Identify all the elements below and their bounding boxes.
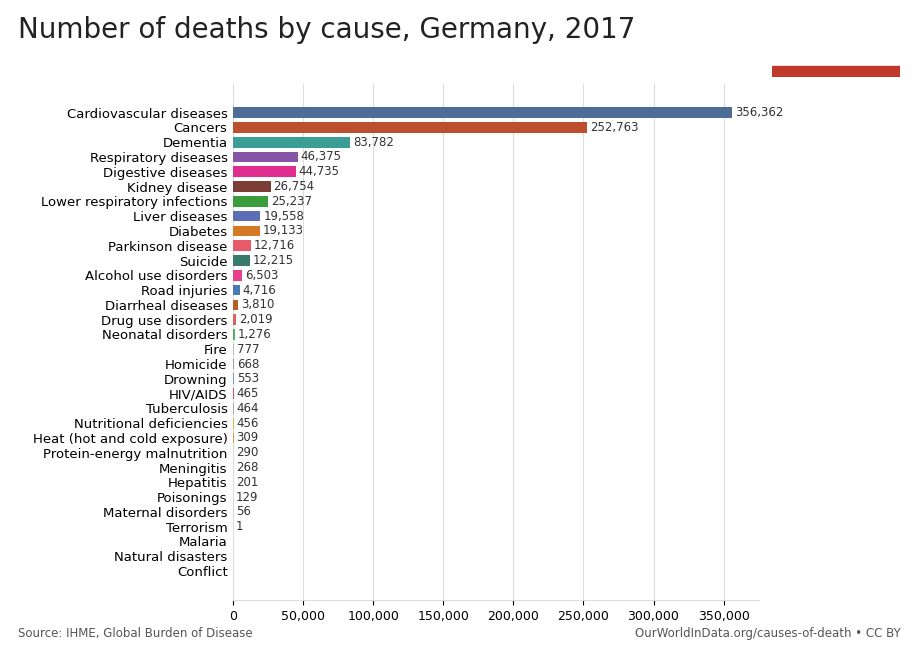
Text: 26,754: 26,754 <box>273 180 314 193</box>
Bar <box>233 314 236 325</box>
Text: Our World: Our World <box>801 25 872 37</box>
Text: 553: 553 <box>237 372 259 385</box>
Text: 252,763: 252,763 <box>590 121 639 134</box>
Bar <box>233 166 296 177</box>
Text: 25,237: 25,237 <box>271 195 313 208</box>
Text: 2,019: 2,019 <box>239 313 272 326</box>
Text: 356,362: 356,362 <box>735 106 783 119</box>
Text: 456: 456 <box>237 417 259 430</box>
Text: 464: 464 <box>237 402 259 415</box>
Text: 268: 268 <box>236 461 259 474</box>
Text: 290: 290 <box>237 446 259 459</box>
Text: 19,558: 19,558 <box>263 210 304 223</box>
Text: 777: 777 <box>237 342 260 356</box>
Text: 201: 201 <box>236 476 259 489</box>
Bar <box>233 344 234 355</box>
Bar <box>233 255 250 266</box>
Bar <box>233 137 350 148</box>
Text: 1: 1 <box>236 521 243 533</box>
Bar <box>233 270 242 281</box>
Text: 4,716: 4,716 <box>242 284 276 297</box>
FancyBboxPatch shape <box>772 66 900 77</box>
Text: 668: 668 <box>237 357 260 370</box>
Bar <box>233 122 588 133</box>
Bar <box>233 284 239 295</box>
Bar <box>233 299 239 310</box>
Bar <box>233 241 250 251</box>
Text: 46,375: 46,375 <box>301 150 342 163</box>
Bar <box>233 196 269 206</box>
Bar <box>233 181 271 192</box>
Bar <box>233 359 234 370</box>
Text: Source: IHME, Global Burden of Disease: Source: IHME, Global Burden of Disease <box>18 627 253 640</box>
Bar <box>233 152 298 163</box>
Text: 56: 56 <box>236 506 250 519</box>
Bar <box>233 329 235 340</box>
Text: 19,133: 19,133 <box>262 224 303 237</box>
Text: 6,503: 6,503 <box>245 269 279 282</box>
Text: 83,782: 83,782 <box>354 135 394 149</box>
Text: 309: 309 <box>237 432 259 444</box>
Text: 44,735: 44,735 <box>299 165 340 178</box>
Text: 465: 465 <box>237 387 259 400</box>
Text: 12,716: 12,716 <box>254 239 295 252</box>
Text: 1,276: 1,276 <box>238 328 271 341</box>
Text: 3,810: 3,810 <box>241 299 274 312</box>
Bar <box>233 211 260 221</box>
Text: Number of deaths by cause, Germany, 2017: Number of deaths by cause, Germany, 2017 <box>18 16 635 44</box>
Text: OurWorldInData.org/causes-of-death • CC BY: OurWorldInData.org/causes-of-death • CC … <box>634 627 900 640</box>
Text: 129: 129 <box>236 491 259 504</box>
Text: in Data: in Data <box>811 44 862 57</box>
Bar <box>233 226 260 236</box>
Bar <box>233 107 732 118</box>
Text: 12,215: 12,215 <box>253 254 294 267</box>
